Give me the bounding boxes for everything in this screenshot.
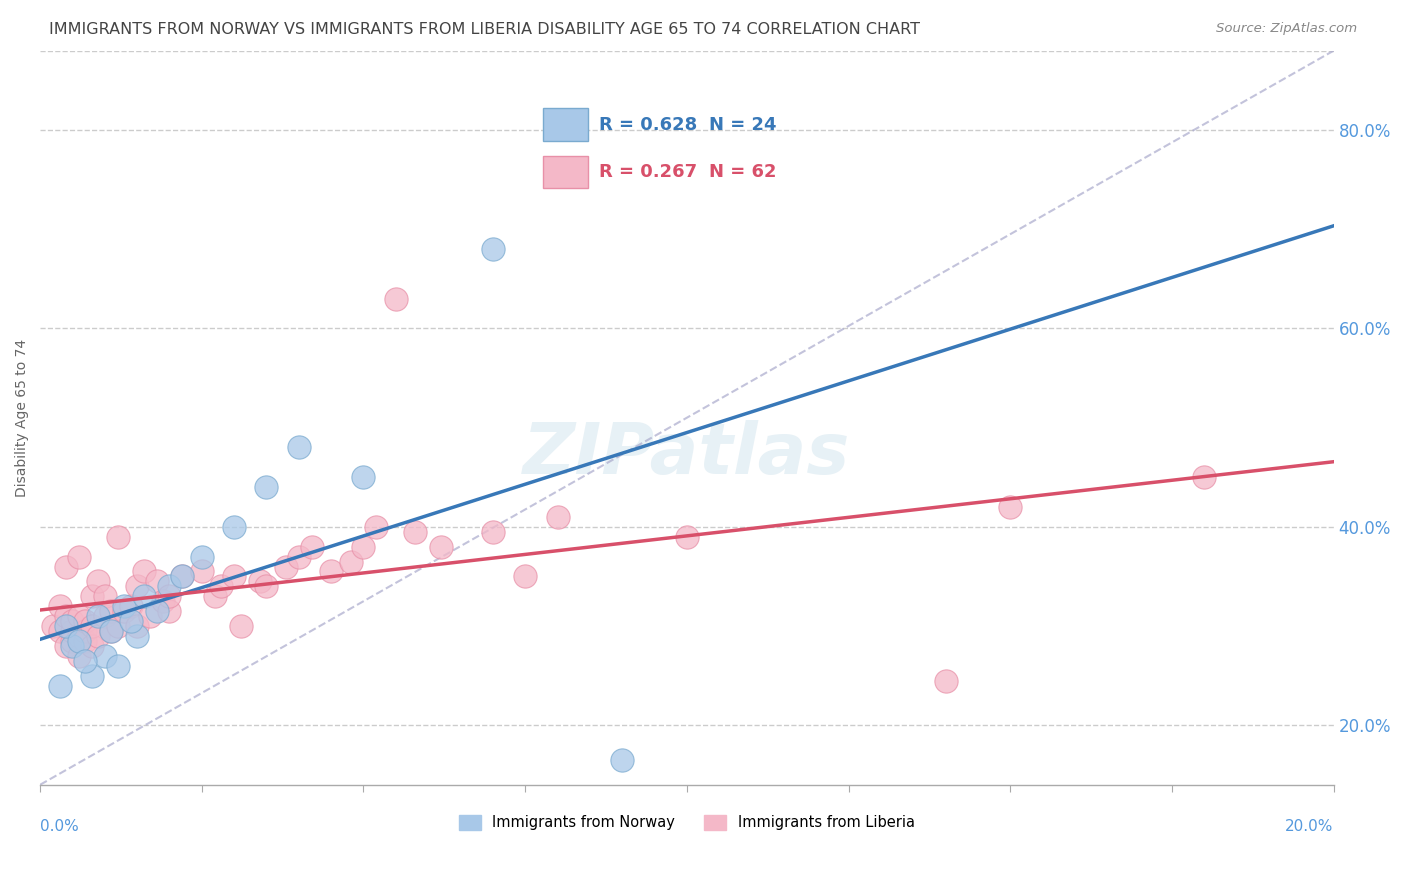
Point	[127, 619, 149, 633]
Point	[94, 648, 117, 663]
Point	[159, 604, 181, 618]
Point	[159, 589, 181, 603]
Point	[404, 524, 426, 539]
Point	[48, 599, 70, 614]
Point	[62, 624, 84, 638]
Point	[547, 509, 569, 524]
Point	[55, 559, 77, 574]
Point	[385, 292, 408, 306]
Text: 0.0%: 0.0%	[41, 820, 79, 834]
Legend: Immigrants from Norway, Immigrants from Liberia: Immigrants from Norway, Immigrants from …	[453, 809, 921, 836]
Point	[935, 673, 957, 688]
Point	[127, 579, 149, 593]
Point	[94, 589, 117, 603]
Point	[515, 569, 537, 583]
Point	[55, 619, 77, 633]
Point	[301, 540, 323, 554]
Point	[172, 569, 194, 583]
Point	[75, 634, 97, 648]
Point	[48, 624, 70, 638]
Point	[48, 679, 70, 693]
Point	[75, 654, 97, 668]
Point	[107, 658, 129, 673]
Point	[127, 629, 149, 643]
Point	[55, 609, 77, 624]
Text: 20.0%: 20.0%	[1285, 820, 1334, 834]
Point	[112, 599, 135, 614]
Point	[612, 753, 634, 767]
Point	[159, 579, 181, 593]
Point	[1194, 470, 1216, 484]
Point	[274, 559, 297, 574]
Point	[112, 604, 135, 618]
Point	[120, 614, 142, 628]
Point	[676, 530, 699, 544]
Point	[94, 609, 117, 624]
Point	[288, 549, 311, 564]
Point	[75, 614, 97, 628]
Point	[62, 614, 84, 628]
Point	[107, 619, 129, 633]
Point	[67, 629, 90, 643]
Text: ZIPatlas: ZIPatlas	[523, 420, 851, 489]
Point	[1000, 500, 1022, 514]
Point	[139, 609, 162, 624]
Point	[191, 549, 214, 564]
Point	[80, 639, 103, 653]
Point	[100, 604, 122, 618]
Point	[191, 565, 214, 579]
Point	[229, 619, 252, 633]
Point	[67, 634, 90, 648]
Text: R = 0.267: R = 0.267	[599, 163, 697, 181]
Point	[353, 470, 375, 484]
Point	[100, 624, 122, 638]
Point	[430, 540, 453, 554]
Point	[366, 520, 388, 534]
Text: N = 62: N = 62	[709, 163, 776, 181]
Point	[80, 668, 103, 682]
Y-axis label: Disability Age 65 to 74: Disability Age 65 to 74	[15, 339, 30, 497]
Point	[42, 619, 65, 633]
Point	[62, 639, 84, 653]
Point	[249, 574, 271, 589]
Point	[67, 609, 90, 624]
Point	[224, 520, 246, 534]
Point	[87, 629, 110, 643]
Point	[80, 589, 103, 603]
Point	[209, 579, 232, 593]
Point	[132, 565, 155, 579]
Point	[67, 549, 90, 564]
Point	[152, 594, 174, 608]
Point	[100, 624, 122, 638]
Point	[256, 480, 278, 494]
Point	[353, 540, 375, 554]
Point	[339, 555, 361, 569]
Point	[288, 441, 311, 455]
Point	[204, 589, 226, 603]
FancyBboxPatch shape	[543, 109, 588, 141]
Point	[87, 609, 110, 624]
Point	[145, 574, 167, 589]
Point	[321, 565, 343, 579]
Text: R = 0.628: R = 0.628	[599, 116, 697, 134]
Point	[87, 574, 110, 589]
Point	[482, 242, 505, 256]
Point	[55, 639, 77, 653]
Point	[145, 604, 167, 618]
Point	[172, 569, 194, 583]
Point	[132, 589, 155, 603]
Point	[482, 524, 505, 539]
FancyBboxPatch shape	[543, 155, 588, 188]
Point	[256, 579, 278, 593]
Text: IMMIGRANTS FROM NORWAY VS IMMIGRANTS FROM LIBERIA DISABILITY AGE 65 TO 74 CORREL: IMMIGRANTS FROM NORWAY VS IMMIGRANTS FRO…	[49, 22, 920, 37]
Point	[80, 619, 103, 633]
Point	[120, 599, 142, 614]
Point	[62, 634, 84, 648]
Point	[224, 569, 246, 583]
Point	[75, 624, 97, 638]
Point	[67, 648, 90, 663]
Text: Source: ZipAtlas.com: Source: ZipAtlas.com	[1216, 22, 1357, 36]
Point	[107, 530, 129, 544]
Text: N = 24: N = 24	[709, 116, 776, 134]
